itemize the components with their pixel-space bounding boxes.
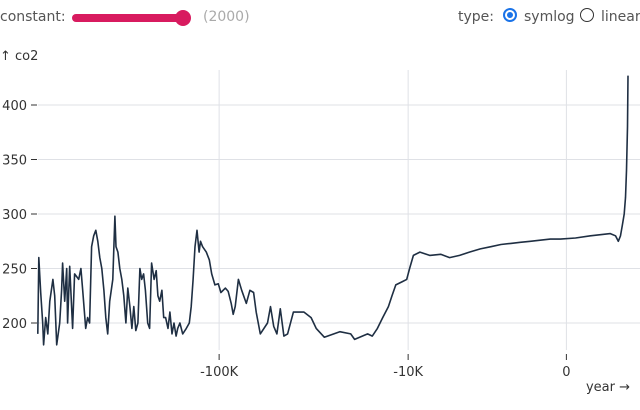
y-tick-label: 400 (2, 99, 27, 114)
radio-linear[interactable] (580, 8, 594, 22)
controls-bar: constant: (2000) type: symlog linear (0, 0, 640, 34)
constant-value: (2000) (203, 9, 250, 25)
slider-track[interactable] (72, 14, 180, 22)
y-axis-label: ↑ co2 (0, 49, 38, 64)
type-label: type: (458, 9, 494, 25)
y-tick-label: 200 (2, 317, 27, 332)
y-tick-label: 350 (2, 154, 27, 169)
co2-line (37, 75, 629, 346)
x-axis-label: year → (586, 380, 630, 395)
radio-linear-label[interactable]: linear (601, 9, 640, 25)
axes: 200 250 300 350 400 -100K -10K 0 (2, 99, 570, 380)
constant-slider[interactable] (60, 10, 192, 26)
radio-symlog-label[interactable]: symlog (524, 9, 575, 25)
x-tick-label: -10K (393, 365, 423, 380)
y-tick-label: 300 (2, 208, 27, 223)
constant-label: constant: (0, 9, 66, 25)
x-tick-label: 0 (562, 365, 570, 380)
y-tick-label: 250 (2, 263, 27, 278)
radio-symlog[interactable] (503, 8, 517, 22)
slider-thumb[interactable] (175, 10, 191, 26)
x-tick-label: -100K (200, 365, 239, 380)
grid (38, 70, 640, 350)
